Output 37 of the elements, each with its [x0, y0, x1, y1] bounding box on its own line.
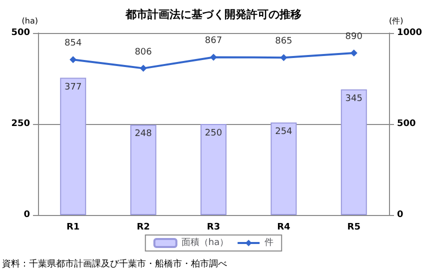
data-label: 254: [275, 127, 293, 138]
x-tick-label: R4: [277, 222, 290, 232]
y-tick-label: 250: [11, 119, 30, 129]
y2-tick-label: 0: [397, 210, 404, 220]
y-tick-label: 0: [24, 210, 30, 220]
legend-label: 件: [264, 237, 274, 248]
bar: [60, 78, 86, 215]
y-tick-label: 500: [11, 28, 30, 38]
legend-label: 面積（ha）: [181, 237, 229, 248]
point: [70, 56, 77, 64]
y-axis-title: (ha): [22, 16, 38, 26]
chart-title: 都市計画法に基づく開発許可の推移: [124, 8, 302, 21]
text: 資料：千葉県都市計画課及び千葉市・船橋市・柏市調べ: [2, 258, 227, 270]
x-tick-label: R1: [66, 222, 80, 232]
bar: [130, 124, 156, 215]
data-label: 890: [345, 32, 363, 42]
data-label: 854: [64, 38, 82, 49]
point: [280, 54, 288, 62]
point: [350, 50, 358, 57]
data-label: 806: [134, 47, 152, 58]
bar: [340, 89, 367, 215]
point: [140, 64, 147, 72]
data-label: 867: [204, 36, 222, 46]
data-label: 865: [275, 36, 292, 47]
y2-tick-label: 1000: [397, 28, 422, 38]
data-label: 250: [204, 128, 222, 138]
data-label: 345: [345, 94, 362, 104]
data-label: 248: [134, 129, 152, 140]
point: [210, 54, 217, 61]
bar: [200, 124, 226, 215]
data-label: 377: [64, 82, 82, 92]
x-tick-label: R2: [136, 222, 150, 232]
y2-tick-label: 500: [397, 119, 416, 129]
bar: [270, 122, 297, 215]
x-tick-label: R5: [347, 222, 360, 232]
y2-axis-title: (件): [389, 16, 404, 26]
x-tick-label: R3: [206, 222, 220, 232]
